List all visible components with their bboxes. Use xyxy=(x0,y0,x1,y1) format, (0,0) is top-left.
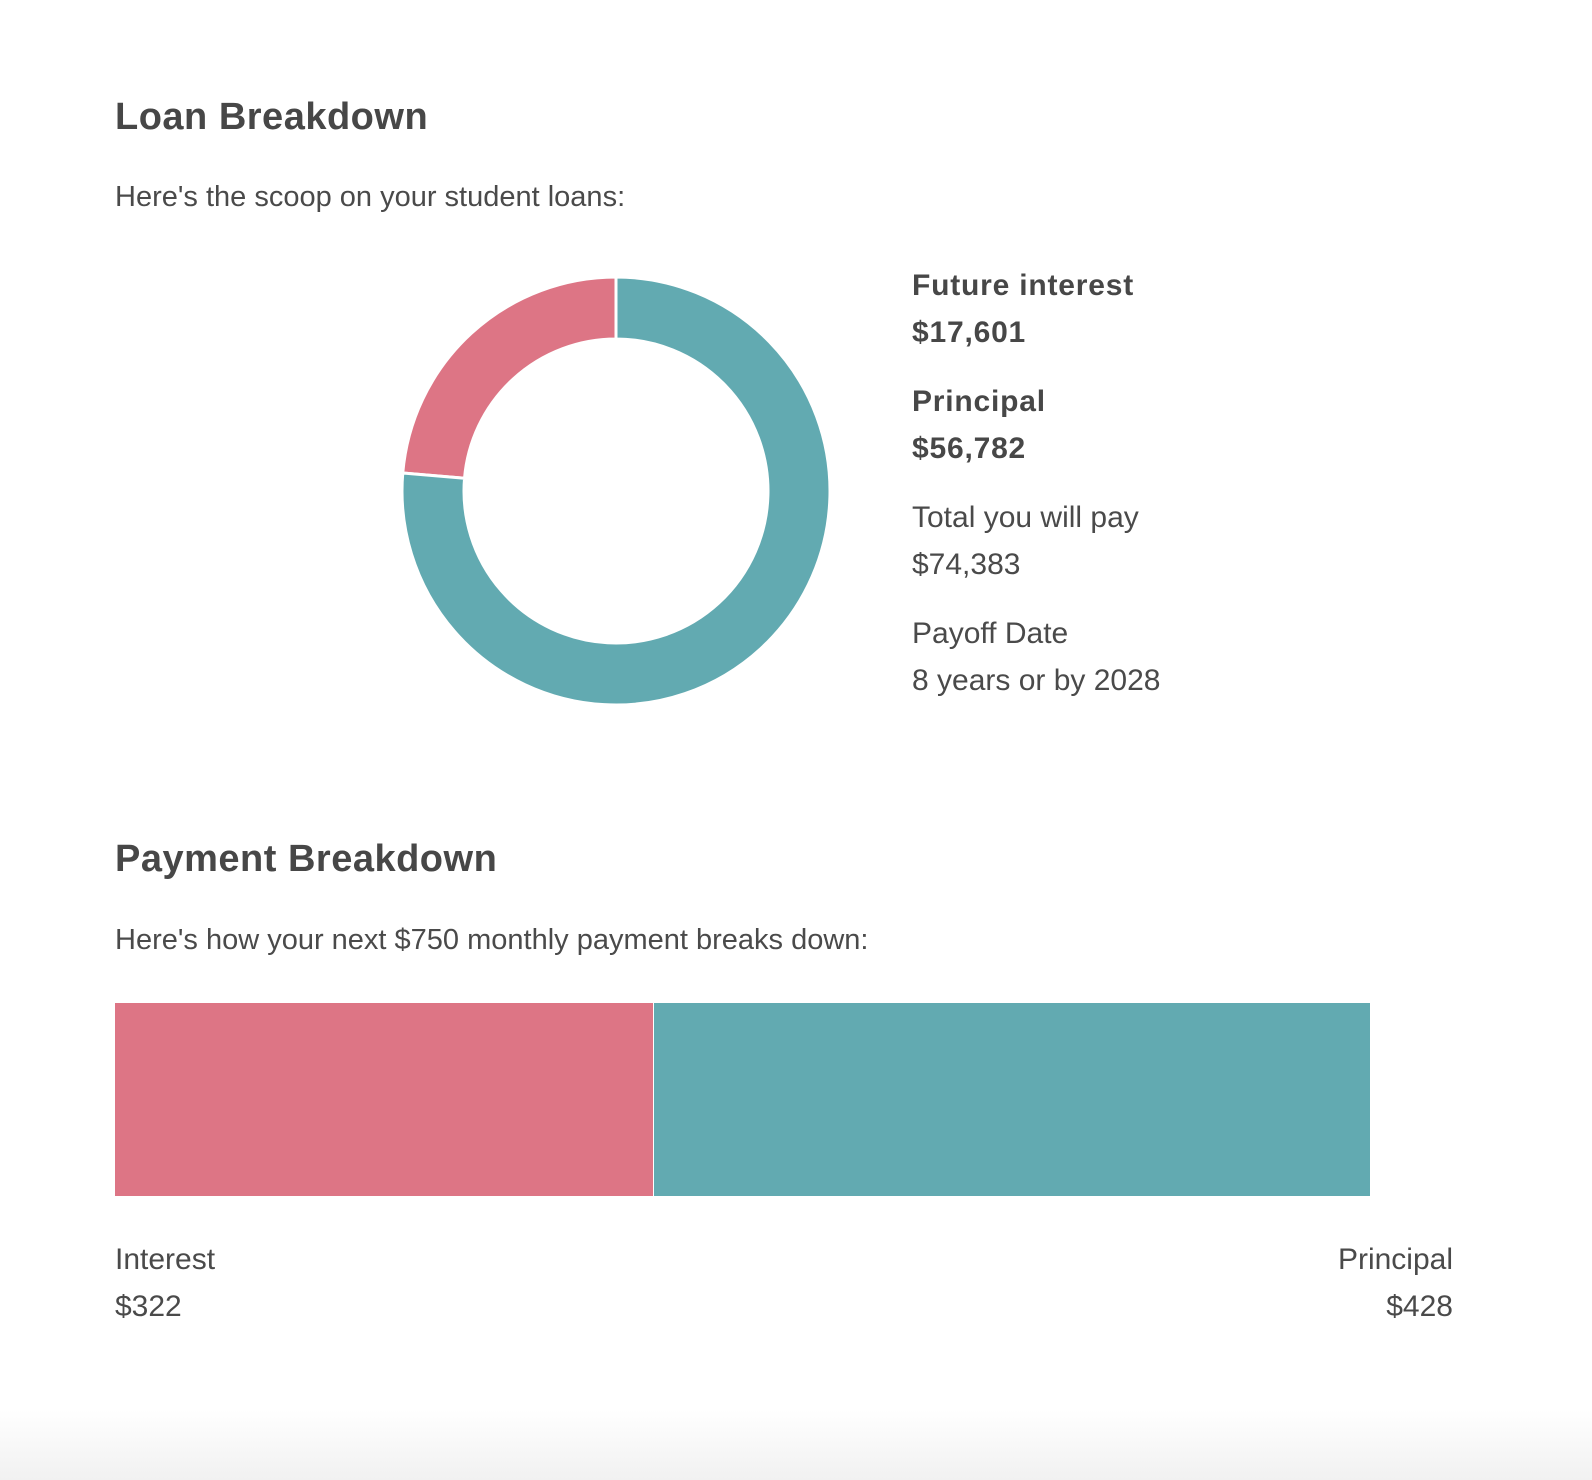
future-interest-label: Future interest xyxy=(912,269,1135,302)
future-interest-stat: Future interest $17,601 xyxy=(912,262,1472,356)
payment-bar-principal-segment xyxy=(653,1003,1370,1196)
payment-principal-legend: Principal $428 xyxy=(1338,1236,1453,1330)
payoff-date-stat: Payoff Date 8 years or by 2028 xyxy=(912,610,1472,704)
total-pay-value: $74,383 xyxy=(912,548,1021,581)
payment-interest-label: Interest xyxy=(115,1243,216,1276)
loan-breakdown-title: Loan Breakdown xyxy=(115,96,429,138)
loan-breakdown-subtitle: Here's the scoop on your student loans: xyxy=(115,181,626,213)
principal-stat: Principal $56,782 xyxy=(912,378,1472,472)
payment-principal-value: $428 xyxy=(1386,1290,1453,1323)
payment-breakdown-subtitle: Here's how your next $750 monthly paymen… xyxy=(115,924,869,956)
loan-donut-chart xyxy=(400,275,832,707)
bottom-fade xyxy=(0,1410,1592,1480)
total-pay-stat: Total you will pay $74,383 xyxy=(912,494,1472,588)
future-interest-value: $17,601 xyxy=(912,316,1027,349)
loan-donut-svg xyxy=(400,275,832,707)
payoff-date-value: 8 years or by 2028 xyxy=(912,664,1161,697)
total-pay-label: Total you will pay xyxy=(912,501,1139,534)
payment-breakdown-title: Payment Breakdown xyxy=(115,838,498,880)
donut-slice-principal xyxy=(400,275,832,707)
payment-interest-legend: Interest $322 xyxy=(115,1236,215,1330)
payment-stacked-bar xyxy=(115,1003,1370,1196)
payment-bar-interest-segment xyxy=(115,1003,654,1196)
donut-slice-future-interest xyxy=(401,275,618,480)
principal-label: Principal xyxy=(912,385,1046,418)
payoff-date-label: Payoff Date xyxy=(912,617,1069,650)
payment-principal-label: Principal xyxy=(1337,1243,1453,1276)
principal-value: $56,782 xyxy=(912,432,1027,465)
payment-interest-value: $322 xyxy=(115,1290,182,1323)
loan-stats: Future interest $17,601 Principal $56,78… xyxy=(912,262,1472,726)
